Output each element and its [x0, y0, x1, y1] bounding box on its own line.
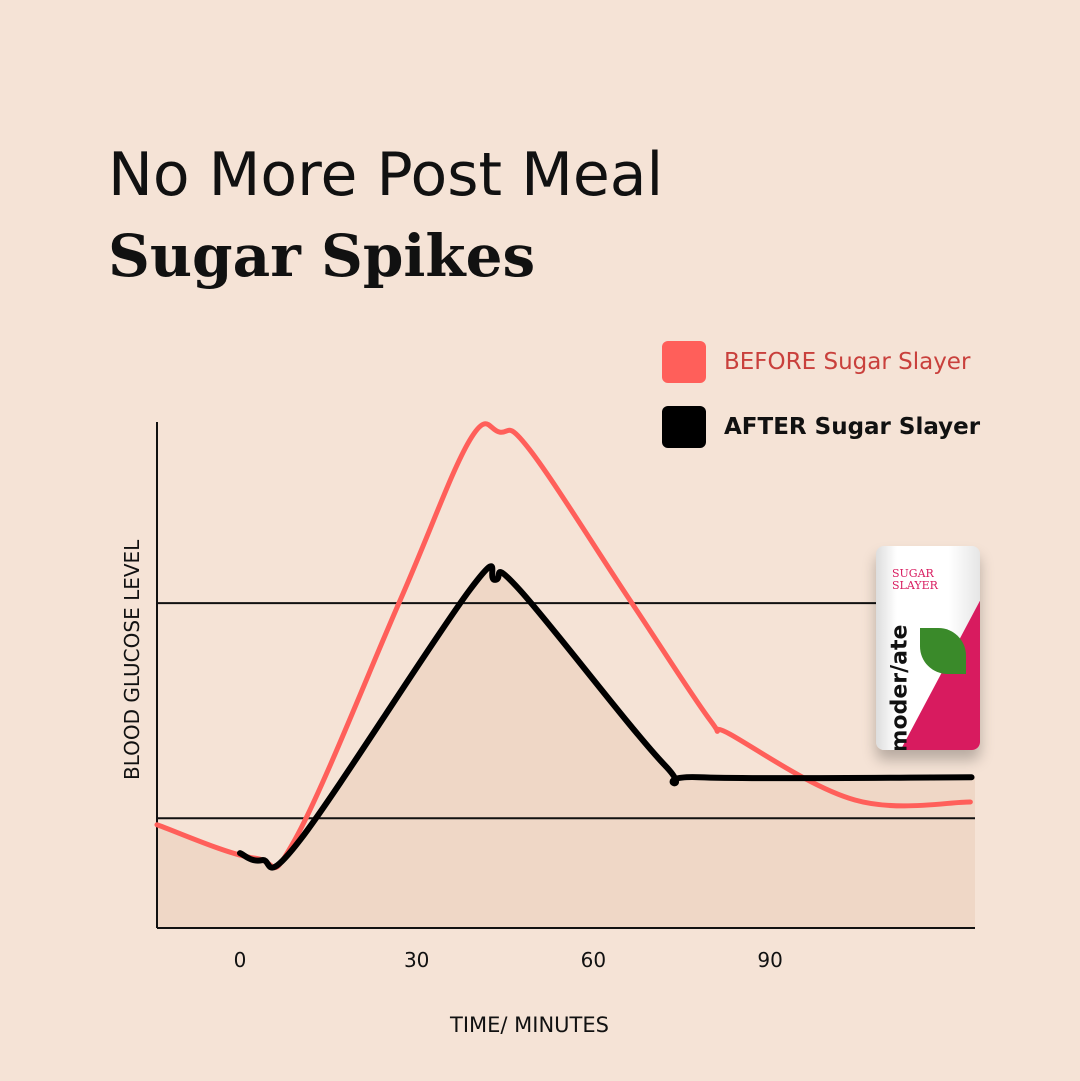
x-tick-label: 60: [580, 948, 607, 972]
legend-label-after: AFTER Sugar Slayer: [724, 414, 981, 440]
product-name: SUGAR SLAYER: [892, 567, 938, 592]
x-tick-label: 30: [403, 948, 430, 972]
product-package-image: SUGAR SLAYER moder/ate: [876, 546, 980, 750]
title-line-2: Sugar Spikes: [108, 222, 536, 290]
title-line-1: No More Post Meal: [108, 140, 664, 210]
x-tick-label: 0: [233, 948, 247, 972]
y-axis-label: BLOOD GLUCOSE LEVEL: [120, 539, 144, 780]
legend-swatch-before: [662, 341, 706, 383]
series-line-before: [154, 421, 973, 871]
leaf-icon: [920, 628, 966, 674]
series-line-after: [237, 563, 975, 871]
legend-item-before: BEFORE Sugar Slayer: [662, 341, 970, 383]
legend-label-before: BEFORE Sugar Slayer: [724, 349, 971, 375]
legend-item-after: AFTER Sugar Slayer: [662, 406, 980, 448]
area-fill: [156, 566, 976, 928]
x-tick-label: 90: [757, 948, 783, 972]
legend-swatch-after: [662, 406, 706, 448]
brand-logo: moder/ate: [887, 624, 913, 750]
x-axis-label: TIME/ MINUTES: [450, 1013, 609, 1037]
